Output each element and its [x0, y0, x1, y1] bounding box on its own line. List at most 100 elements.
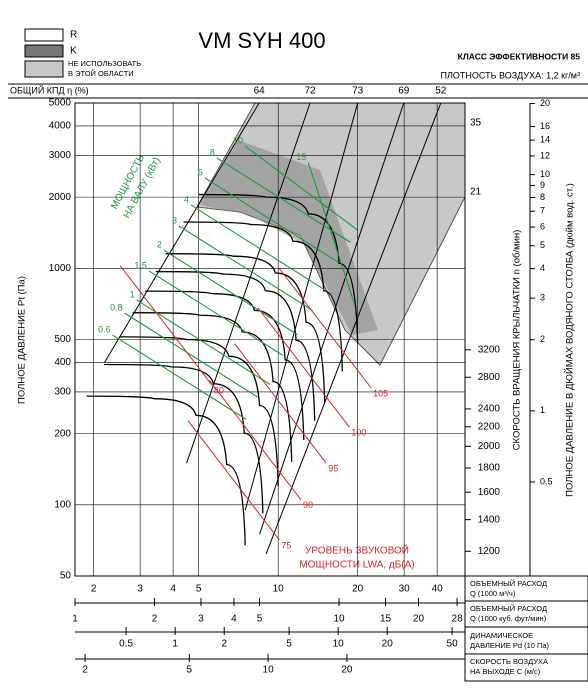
y3-tick-label: 1200: [478, 546, 501, 557]
power-lines: [112, 334, 247, 420]
efficiency-label: 72: [304, 86, 316, 97]
sound-lines: [209, 380, 302, 501]
sound-label: УРОВЕНЬ ЗВУКОВОЙ: [305, 544, 409, 557]
y-tick-label: 300: [54, 387, 71, 398]
sound-line-label: 105: [373, 388, 388, 398]
fan-curves: [86, 395, 246, 546]
power-lines: [178, 225, 313, 311]
y3-tick-label: 1800: [478, 463, 501, 474]
sound-line-label: 95: [328, 464, 338, 474]
annotation: 35: [470, 118, 482, 129]
sound-lines: [257, 307, 350, 428]
y-tick-label: 50: [60, 571, 72, 582]
subtitle: КЛАСС ЭФФЕКТИВНОСТИ 85: [458, 51, 581, 61]
scale-tick-label: 50: [447, 639, 459, 650]
y2-tick-label: 2: [540, 334, 545, 344]
efficiency-label: 73: [352, 86, 364, 97]
x-axis-label: Q (1000 м³/ч): [470, 589, 516, 598]
scale-label: НА ВЫХОДЕ С (м/с): [470, 667, 541, 676]
efficiency-lines: [104, 102, 260, 363]
y-tick-label: 3000: [49, 150, 72, 161]
legend-swatch-k: [24, 44, 64, 58]
y3-tick-label: 1600: [478, 487, 501, 498]
power-lines: [124, 312, 259, 398]
scale-tick-label: 4: [231, 614, 237, 625]
scale-tick-label: 10: [263, 665, 275, 676]
power-lines: [216, 157, 351, 243]
y3-tick-label: 1400: [478, 514, 501, 525]
sound-lines: [187, 420, 280, 541]
y3-tick-label: 2400: [478, 404, 501, 415]
power-line-label: 2: [157, 239, 162, 249]
scale-tick-label: 3: [198, 614, 204, 625]
y2-tick-label: 5: [540, 240, 545, 250]
y-tick-label: 1000: [49, 263, 72, 274]
annotation: 21: [470, 187, 482, 198]
legend-label: В ЭТОЙ ОБЛАСТИ: [68, 69, 134, 78]
fan-curves: [119, 336, 279, 487]
sound-line-label: 100: [351, 428, 366, 438]
y2-tick-label: 9: [540, 180, 545, 190]
y2-tick-label: 3: [540, 293, 545, 303]
y-tick-label: 100: [54, 499, 71, 510]
y3-axis-label: СКОРОСТЬ ВРАЩЕНИЯ КРЫЛЬЧАТКИ n (об/мин): [512, 230, 523, 451]
legend-label: K: [70, 46, 77, 57]
x-tick-label: 40: [432, 584, 444, 595]
y-tick-label: 5000: [49, 98, 72, 109]
power-lines: [136, 299, 271, 385]
scale-tick-label: 5: [257, 614, 263, 625]
legend-label: НЕ ИСПОЛЬЗОВАТЬ: [68, 59, 141, 68]
fan-curves: [198, 193, 359, 344]
x-tick-label: 2: [91, 584, 97, 595]
scale-tick-label: 2: [221, 639, 227, 650]
y2-tick-label: 0.5: [540, 476, 553, 486]
power-lines: [307, 162, 356, 306]
scale-label: ДАВЛЕНИЕ Pd (10 Па): [470, 641, 550, 650]
efficiency-axis-label: ОБЩИЙ КПД η (%): [10, 84, 89, 95]
efficiency-lines: [259, 102, 405, 535]
sound-lines: [278, 268, 372, 389]
x-tick-label: 4: [170, 584, 176, 595]
y2-tick-label: 20: [540, 98, 550, 108]
y2-tick-label: 16: [540, 121, 550, 131]
power-line-label: 15: [296, 152, 306, 162]
fan-curves: [132, 312, 293, 462]
scale-tick-label: 2: [152, 614, 158, 625]
power-line-label: 1: [130, 289, 135, 299]
scale-label: СКОРОСТЬ ВОЗДУХА: [470, 657, 548, 666]
y2-tick-label: 1: [540, 405, 545, 415]
y2-tick-label: 4: [540, 263, 545, 273]
scale-tick-label: 15: [380, 614, 392, 625]
y2-tick-label: 7: [540, 206, 545, 216]
scale-tick-label: 20: [413, 614, 425, 625]
y-axis-label: ПОЛНОЕ ДАВЛЕНИЕ Pt (Па): [17, 276, 28, 404]
y-tick-label: 2000: [49, 192, 72, 203]
x-tick-label: 5: [196, 584, 202, 595]
y2-tick-label: 14: [540, 134, 550, 144]
y3-tick-label: 2200: [478, 421, 501, 432]
power-line-label: 8: [210, 147, 215, 157]
scale-tick-label: 5: [286, 639, 292, 650]
efficiency-label: 69: [398, 86, 410, 97]
y3-tick-label: 3200: [478, 344, 501, 355]
legend-label: R: [70, 30, 77, 41]
scale-label: Q (1000 куб. фут/мин): [470, 614, 547, 623]
sound-line-label: 90: [303, 500, 313, 510]
power-lines: [148, 270, 283, 356]
power-line-label: 10: [233, 135, 243, 145]
y2-tick-label: 12: [540, 150, 550, 160]
efficiency-label: 52: [435, 86, 447, 97]
scale-tick-label: 10: [333, 639, 345, 650]
scale-tick-label: 20: [341, 665, 353, 676]
y2-tick-label: 8: [540, 192, 545, 202]
power-lines: [204, 177, 339, 263]
power-lines: [244, 145, 358, 231]
sound-label: МОЩНОСТИ LWA, дБ(A): [299, 560, 414, 571]
axis-label-box: [464, 653, 588, 682]
x-tick-label: 3: [137, 584, 143, 595]
power-line-label: 0.8: [110, 302, 123, 312]
y3-tick-label: 2800: [478, 372, 501, 383]
y-tick-label: 4000: [49, 121, 72, 132]
sound-line-label: 75: [281, 540, 291, 550]
